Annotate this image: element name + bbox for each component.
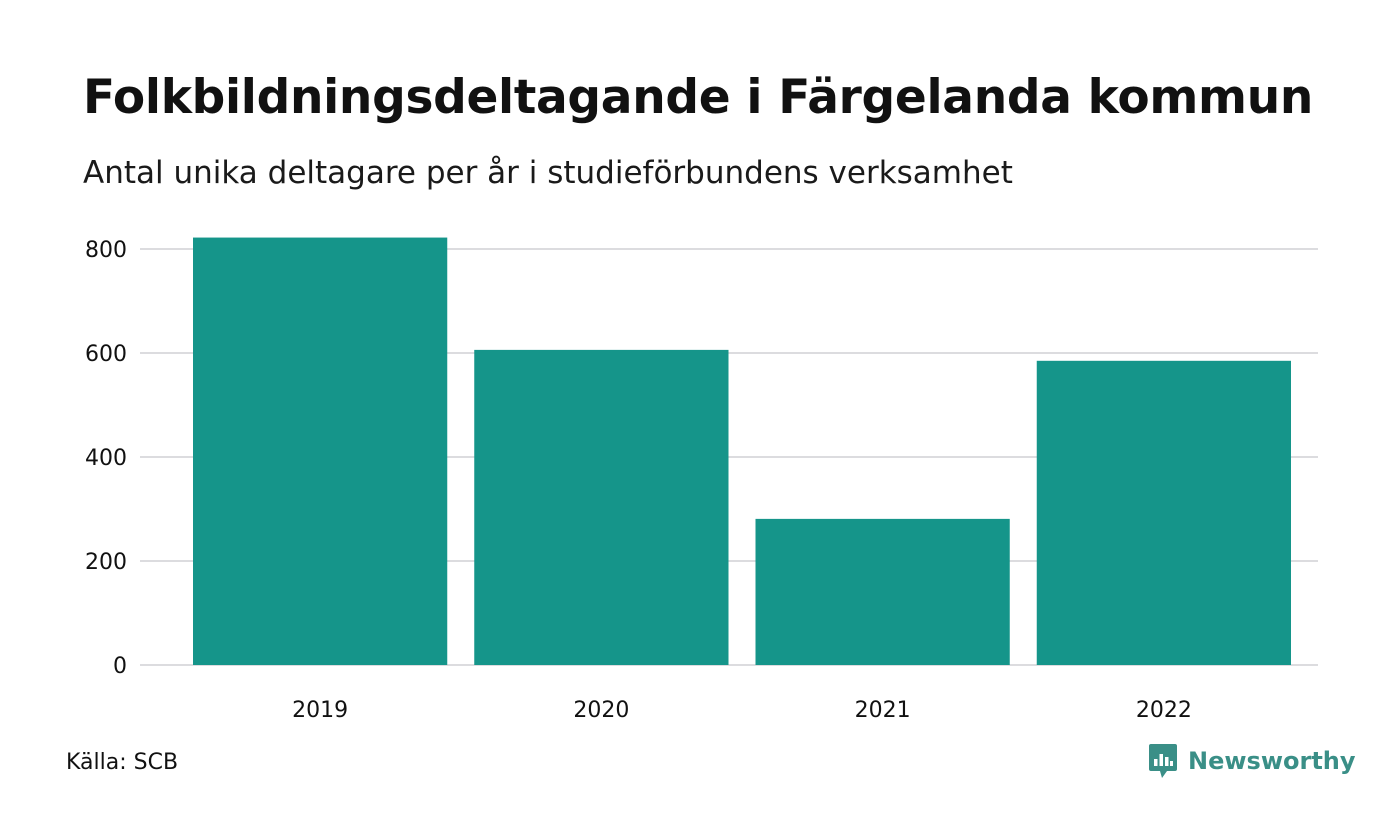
bar-chart-speech-bubble-icon: [1149, 744, 1177, 778]
chart-title: Folkbildningsdeltagande i Färgelanda kom…: [83, 70, 1314, 125]
bar-2021: [755, 518, 1010, 665]
y-tick-label: 400: [85, 446, 127, 471]
bar-2020: [474, 349, 729, 665]
x-tick-label: 2021: [855, 698, 911, 723]
x-tick-label: 2019: [292, 698, 348, 723]
bar-2019: [193, 237, 448, 665]
chart-subtitle: Antal unika deltagare per år i studieför…: [83, 155, 1013, 191]
x-axis-tick-labels: 2019 2020 2021 2022: [292, 698, 1192, 723]
y-tick-label: 200: [85, 550, 127, 575]
y-tick-label: 0: [113, 654, 127, 679]
newsworthy-logo: Newsworthy: [1148, 742, 1356, 780]
y-axis-tick-labels: 0 200 400 600 800: [85, 238, 127, 679]
x-tick-label: 2022: [1136, 698, 1192, 723]
source-note: Källa: SCB: [66, 750, 179, 775]
bar-2022: [1036, 360, 1291, 665]
x-tick-label: 2020: [573, 698, 629, 723]
y-tick-label: 800: [85, 238, 127, 263]
bar-chart: 0 200 400 600 800 2019 2020 2021 2022: [85, 237, 1318, 723]
y-tick-label: 600: [85, 342, 127, 367]
brand-name: Newsworthy: [1188, 747, 1356, 775]
bars: [193, 237, 1291, 665]
